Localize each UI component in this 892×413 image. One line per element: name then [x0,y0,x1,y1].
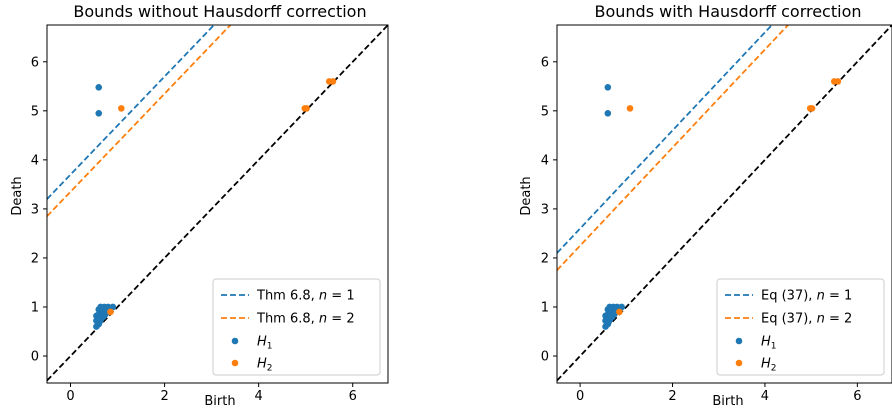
x-tick-label: 0 [66,389,74,404]
x-tick-label: 6 [853,389,861,404]
x-tick-label: 6 [349,389,357,404]
legend-marker [231,359,239,367]
point-h1 [618,303,625,311]
legend-marker [735,337,743,345]
x-tick-label: 0 [576,389,584,404]
point-h1 [95,109,103,117]
x-tick-label: 4 [255,389,263,404]
y-tick-label: 6 [541,55,549,70]
bound-line-n2 [557,25,790,271]
y-tick-label: 3 [31,202,39,217]
y-tick-label: 4 [541,153,549,168]
chart-title: Bounds without Hausdorff correction [73,2,366,21]
diagonal-line [557,25,892,382]
legend-box [212,278,381,376]
y-tick-label: 0 [541,350,549,365]
x-tick-label: 2 [668,389,676,404]
point-h1 [95,83,103,91]
y-tick-label: 1 [31,300,39,315]
legend-box [716,278,885,376]
legend-label: H2 [257,357,273,374]
y-tick-label: 6 [31,55,39,70]
x-tick-label: 2 [160,389,168,404]
bound-line-n1 [47,25,216,200]
legend-label: Thm 6.8, n = 2 [256,312,355,327]
legend-marker [735,359,743,367]
point-h1 [604,83,612,91]
point-h2 [303,105,310,112]
point-h2 [616,308,623,316]
diagonal-line [47,25,388,382]
y-tick-label: 5 [31,104,39,119]
legend-label: Eq (37), n = 1 [761,289,852,304]
point-h2 [834,78,842,85]
axes-frame [556,24,892,384]
point-h2 [808,105,816,112]
legend-marker [231,337,239,345]
point-h2 [107,308,114,316]
y-tick-label: 5 [541,104,549,119]
x-axis-label: Birth [712,394,743,409]
legend: Eq (37), n = 1 Eq (37), n = 2 H1 H2 [716,278,885,376]
left-chart-panel: Bounds without Hausdorff correction Birt… [10,2,389,409]
y-tick-label: 0 [31,350,39,365]
axes-frame [46,24,389,384]
point-h1 [604,109,612,117]
x-tick-label: 4 [761,389,769,404]
bound-line-n1 [557,25,774,254]
point-h2 [118,105,125,112]
legend-label: H1 [761,335,777,352]
right-chart-panel: Bounds with Hausdorff correction Birth D… [519,2,892,409]
point-h2 [626,105,634,112]
legend-label: Eq (37), n = 2 [761,312,852,327]
chart-title: Bounds with Hausdorff correction [595,2,862,21]
y-axis-label: Death [519,176,534,215]
plot-area [557,25,892,382]
x-axis-label: Birth [204,394,235,409]
legend-label: H2 [761,357,777,374]
plot-area [47,25,388,382]
y-tick-label: 2 [541,251,549,266]
legend-label: Thm 6.8, n = 1 [256,289,355,304]
point-h2 [329,78,337,85]
y-tick-label: 3 [541,202,549,217]
bound-line-n2 [47,25,232,217]
point-h1 [109,303,117,311]
y-tick-label: 2 [31,251,39,266]
y-tick-label: 4 [31,153,39,168]
legend-label: H1 [257,335,273,352]
y-axis-label: Death [10,176,25,215]
y-tick-label: 1 [541,300,549,315]
legend: Thm 6.8, n = 1 Thm 6.8, n = 2 H1 H2 [212,278,381,376]
